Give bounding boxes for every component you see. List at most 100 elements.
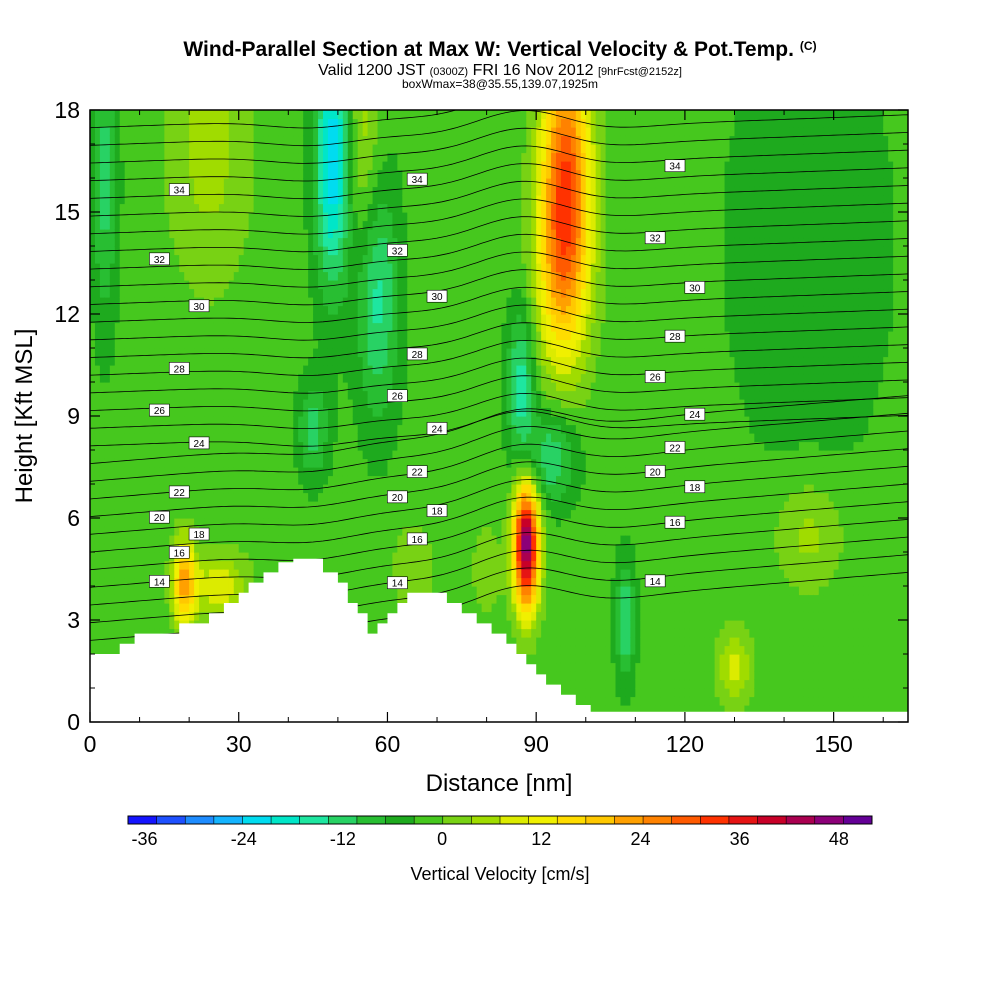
velocity-cell — [174, 450, 180, 460]
velocity-cell — [412, 356, 418, 366]
velocity-cell — [342, 280, 349, 290]
velocity-cell — [362, 135, 369, 145]
velocity-cell — [412, 484, 418, 494]
velocity-cell — [387, 535, 394, 545]
velocity-cell — [189, 492, 195, 502]
velocity-cell — [332, 237, 339, 247]
velocity-cell — [407, 518, 413, 528]
velocity-cell — [208, 178, 215, 188]
velocity-cell — [179, 458, 185, 468]
velocity-cell — [238, 127, 245, 137]
velocity-cell — [94, 186, 101, 196]
velocity-cell — [382, 594, 389, 604]
velocity-cell — [208, 305, 215, 315]
velocity-cell — [134, 135, 141, 145]
velocity-cell — [149, 356, 156, 366]
velocity-cell — [308, 254, 314, 264]
velocity-cell — [432, 535, 438, 545]
velocity-cell — [238, 246, 245, 256]
velocity-cell — [367, 424, 374, 434]
velocity-cell — [248, 407, 255, 417]
velocity-cell — [169, 195, 175, 205]
velocity-cell — [94, 135, 101, 145]
velocity-cell — [119, 560, 126, 570]
velocity-cell — [332, 271, 339, 281]
velocity-cell — [184, 331, 190, 341]
velocity-cell — [422, 203, 428, 213]
velocity-cell — [323, 229, 329, 239]
velocity-cell — [303, 450, 309, 460]
velocity-cell — [243, 152, 250, 162]
velocity-cell — [313, 424, 319, 434]
velocity-cell — [323, 263, 329, 273]
velocity-cell — [327, 501, 334, 511]
velocity-cell — [303, 229, 309, 239]
velocity-cell — [288, 246, 294, 256]
velocity-cell — [204, 458, 210, 468]
velocity-cell — [412, 280, 418, 290]
velocity-cell — [159, 416, 165, 426]
velocity-cell — [278, 169, 284, 179]
velocity-cell — [308, 246, 314, 256]
velocity-cell — [228, 127, 235, 137]
velocity-cell — [308, 535, 314, 545]
velocity-cell — [94, 161, 101, 171]
velocity-cell — [273, 356, 279, 366]
velocity-cell — [139, 552, 146, 562]
velocity-cell — [139, 169, 146, 179]
velocity-cell — [427, 560, 433, 570]
velocity-cell — [109, 620, 116, 630]
velocity-cell — [407, 365, 413, 375]
velocity-cell — [233, 450, 240, 460]
velocity-cell — [372, 526, 379, 536]
velocity-cell — [144, 195, 151, 205]
velocity-cell — [347, 518, 354, 528]
velocity-cell — [243, 288, 250, 298]
velocity-cell — [392, 212, 398, 222]
velocity-cell — [94, 331, 101, 341]
velocity-cell — [323, 390, 329, 400]
velocity-cell — [204, 288, 210, 298]
velocity-cell — [90, 348, 96, 358]
velocity-cell — [372, 535, 379, 545]
velocity-cell — [243, 127, 250, 137]
velocity-cell — [372, 220, 379, 230]
velocity-cell — [233, 331, 240, 341]
velocity-cell — [327, 331, 334, 341]
velocity-cell — [104, 390, 111, 400]
velocity-cell — [377, 467, 384, 477]
velocity-cell — [263, 552, 270, 562]
velocity-cell — [342, 220, 349, 230]
velocity-cell — [318, 110, 324, 120]
velocity-cell — [154, 501, 161, 511]
velocity-cell — [134, 365, 141, 375]
velocity-cell — [233, 501, 240, 511]
velocity-cell — [119, 144, 126, 154]
velocity-cell — [114, 263, 121, 273]
velocity-cell — [278, 152, 284, 162]
velocity-cell — [293, 271, 299, 281]
velocity-cell — [332, 433, 339, 443]
velocity-cell — [412, 509, 418, 519]
velocity-cell — [104, 373, 111, 383]
velocity-cell — [179, 229, 185, 239]
velocity-cell — [119, 254, 126, 264]
velocity-cell — [377, 543, 384, 553]
velocity-cell — [402, 212, 408, 222]
velocity-cell — [273, 271, 279, 281]
velocity-cell — [258, 339, 265, 349]
velocity-cell — [114, 348, 121, 358]
velocity-cell — [432, 560, 438, 570]
velocity-cell — [387, 399, 394, 409]
velocity-cell — [134, 220, 141, 230]
velocity-cell — [278, 178, 284, 188]
velocity-cell — [392, 118, 398, 128]
velocity-cell — [323, 509, 329, 519]
velocity-cell — [377, 535, 384, 545]
velocity-cell — [422, 501, 428, 511]
velocity-cell — [199, 203, 205, 213]
velocity-cell — [392, 450, 398, 460]
velocity-cell — [149, 288, 156, 298]
velocity-cell — [129, 271, 136, 281]
velocity-cell — [223, 365, 230, 375]
